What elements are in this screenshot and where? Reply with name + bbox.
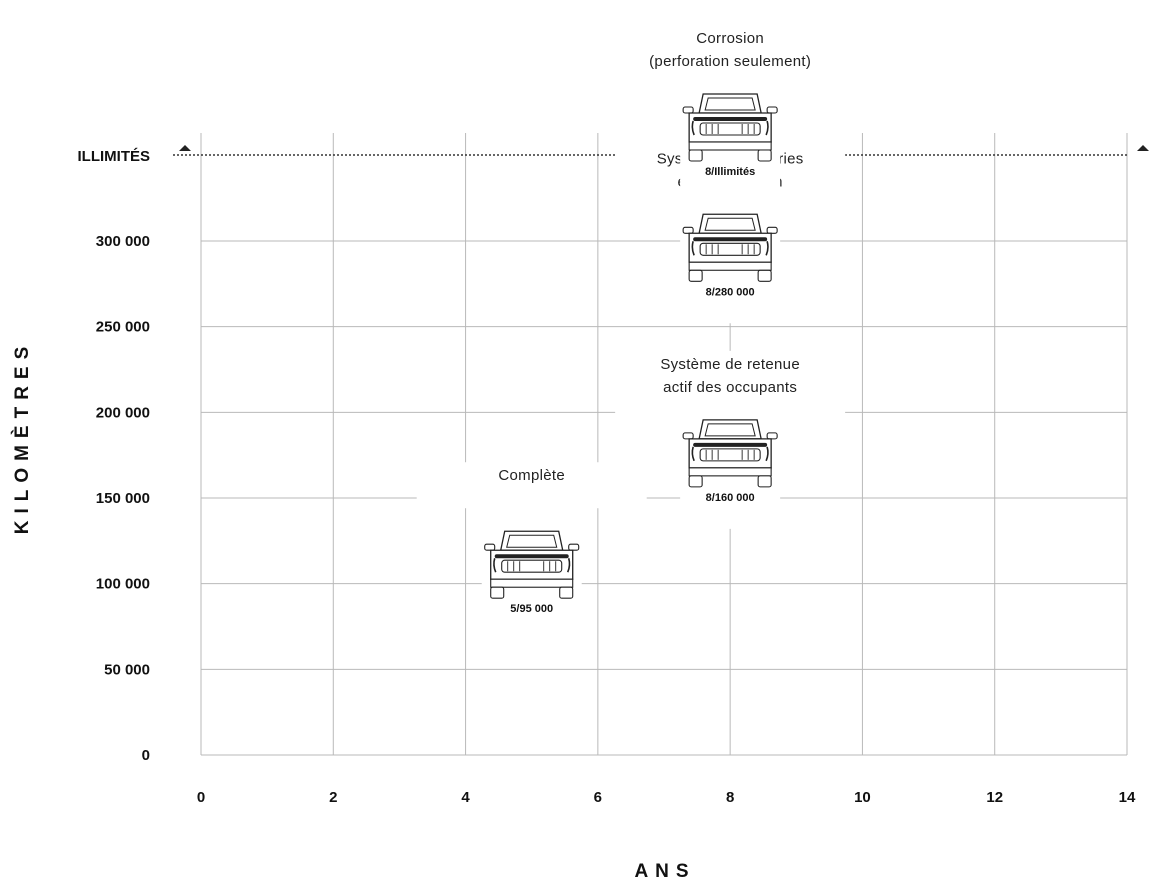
coverage-point: Corrosion (perforation seulement) 8/Illimi… xyxy=(615,25,846,203)
coverage-label: (perforation seulement) xyxy=(649,53,811,70)
x-tick-label: 8 xyxy=(726,789,734,806)
y-tick-label: 150 000 xyxy=(96,490,150,507)
y-tick-label: 250 000 xyxy=(96,319,150,336)
y-tick-label: 300 000 xyxy=(96,233,150,250)
label-backdrop xyxy=(615,350,846,420)
y-tick-label: 50 000 xyxy=(104,661,150,678)
y-tick-label-unlimited: ILLIMITÉS xyxy=(78,148,151,165)
coverage-point: Système de retenue actif des occupants 8/1… xyxy=(615,350,846,529)
x-tick-label: 10 xyxy=(854,789,871,806)
coverage-value: 5/95 000 xyxy=(510,603,553,615)
y-axis-title: KILOMÈTRES xyxy=(11,340,33,535)
label-backdrop xyxy=(615,25,846,94)
coverage-label: Complète xyxy=(498,467,565,484)
arrow-up-icon xyxy=(179,145,191,151)
x-tick-label: 6 xyxy=(594,789,602,806)
label-backdrop xyxy=(416,462,647,509)
grid xyxy=(173,133,1149,756)
y-tick-label: 100 000 xyxy=(96,576,150,593)
x-tick-label: 2 xyxy=(329,789,337,806)
x-axis-title: ANS xyxy=(634,861,695,882)
y-tick-label: 200 000 xyxy=(96,404,150,421)
axis-labels: 0 50 000 100 000 150 000 200 000 250 000 300 0… xyxy=(11,148,1136,882)
coverage-points: Complète 5/95 000 Système de retenue actif … xyxy=(416,25,846,641)
coverage-label: Système de retenue xyxy=(660,356,800,373)
x-tick-label: 12 xyxy=(986,789,1003,806)
coverage-point: Complète 5/95 000 xyxy=(416,462,647,641)
arrow-up-icon xyxy=(1137,145,1149,151)
x-tick-label: 4 xyxy=(461,789,470,806)
coverage-label: Corrosion xyxy=(696,30,764,47)
y-tick-label: 0 xyxy=(142,747,150,764)
x-tick-label: 14 xyxy=(1119,789,1136,806)
coverage-value: 8/Illimités xyxy=(705,166,755,178)
x-tick-label: 0 xyxy=(197,789,205,806)
coverage-label: actif des occupants xyxy=(663,379,797,396)
coverage-value: 8/160 000 xyxy=(706,492,755,504)
coverage-value: 8/280 000 xyxy=(706,286,755,298)
